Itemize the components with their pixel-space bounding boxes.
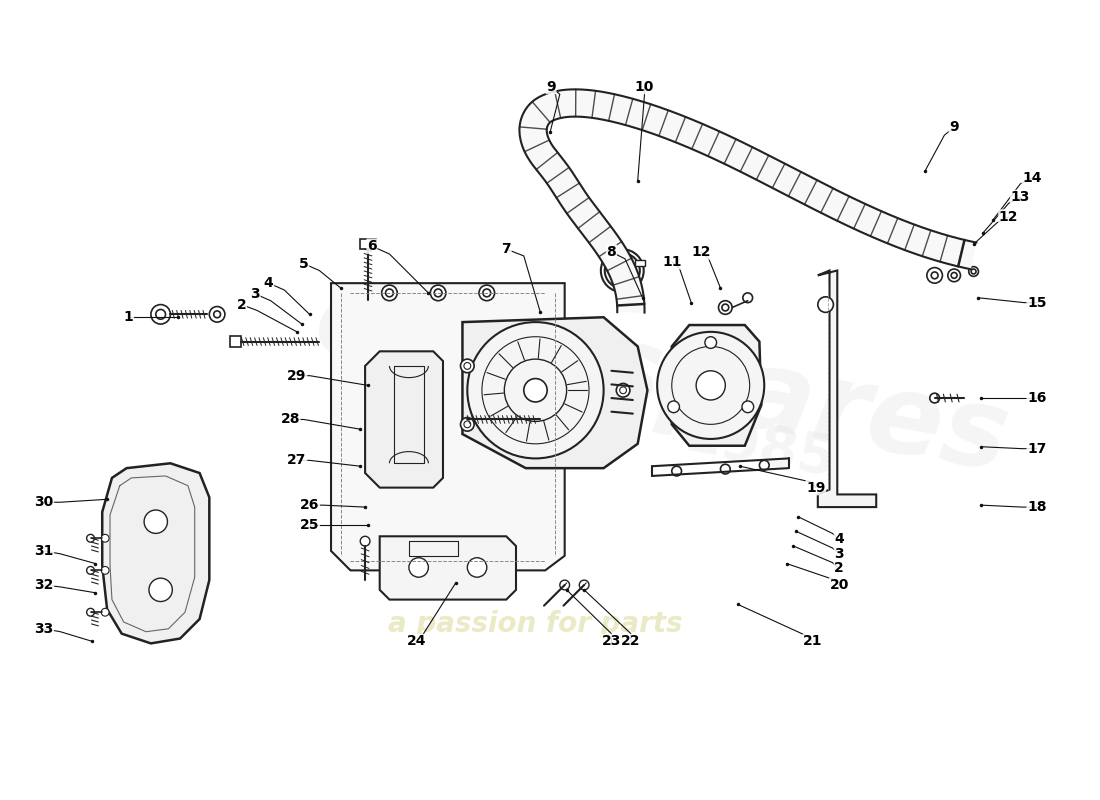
Circle shape	[927, 267, 943, 283]
Circle shape	[87, 566, 95, 574]
Circle shape	[382, 285, 397, 301]
Text: 20: 20	[829, 578, 849, 592]
Circle shape	[524, 378, 547, 402]
Text: 25: 25	[300, 518, 319, 532]
Circle shape	[468, 322, 604, 458]
Circle shape	[101, 534, 109, 542]
Text: a passion for parts: a passion for parts	[388, 610, 683, 638]
Text: 2: 2	[236, 298, 246, 311]
Text: 4: 4	[264, 276, 274, 290]
Text: 3: 3	[251, 287, 260, 301]
Polygon shape	[230, 336, 241, 347]
Text: 9: 9	[949, 120, 959, 134]
Circle shape	[461, 359, 474, 373]
Circle shape	[817, 297, 834, 312]
Circle shape	[468, 558, 487, 577]
Text: 15: 15	[1027, 296, 1046, 310]
Polygon shape	[458, 414, 468, 424]
Circle shape	[101, 608, 109, 616]
Text: 11: 11	[662, 254, 682, 269]
Text: 17: 17	[1027, 442, 1046, 456]
Circle shape	[209, 306, 224, 322]
Circle shape	[148, 578, 173, 602]
Text: 29: 29	[287, 369, 307, 382]
Text: 21: 21	[803, 634, 823, 649]
Circle shape	[430, 285, 446, 301]
Polygon shape	[379, 536, 516, 599]
Text: 26: 26	[300, 498, 319, 512]
Polygon shape	[672, 325, 761, 446]
Text: 10: 10	[635, 79, 654, 94]
Text: 23: 23	[602, 634, 621, 649]
Circle shape	[657, 332, 764, 439]
Text: eurospares: eurospares	[307, 267, 1018, 494]
Circle shape	[668, 401, 680, 413]
Text: 1985: 1985	[679, 409, 840, 489]
Polygon shape	[635, 260, 645, 266]
Circle shape	[742, 293, 752, 302]
Circle shape	[705, 337, 716, 348]
Circle shape	[461, 418, 474, 431]
Circle shape	[87, 534, 95, 542]
Text: 8: 8	[606, 245, 616, 259]
Text: 18: 18	[1027, 500, 1046, 514]
Text: 28: 28	[280, 413, 300, 426]
Text: 24: 24	[407, 634, 427, 649]
Text: 30: 30	[34, 495, 54, 510]
Text: 4: 4	[835, 532, 844, 546]
Circle shape	[580, 580, 588, 590]
Circle shape	[672, 466, 682, 476]
Circle shape	[696, 370, 725, 400]
Circle shape	[616, 383, 630, 397]
Polygon shape	[519, 90, 977, 313]
Text: 31: 31	[34, 544, 54, 558]
Text: 2: 2	[835, 562, 844, 575]
Text: 9: 9	[547, 79, 556, 94]
Text: 27: 27	[287, 454, 307, 467]
Text: 3: 3	[835, 547, 844, 561]
Circle shape	[101, 566, 109, 574]
Text: 7: 7	[502, 242, 512, 256]
Text: 14: 14	[1022, 171, 1042, 185]
Polygon shape	[365, 351, 443, 488]
Circle shape	[969, 266, 979, 276]
Circle shape	[560, 580, 570, 590]
Text: 33: 33	[34, 622, 54, 636]
Text: 5: 5	[299, 257, 309, 270]
Text: 19: 19	[806, 481, 826, 494]
Circle shape	[144, 510, 167, 534]
Text: 1: 1	[123, 310, 133, 324]
Polygon shape	[462, 318, 648, 468]
Text: 16: 16	[1027, 391, 1046, 405]
Polygon shape	[817, 270, 877, 507]
Text: 32: 32	[34, 578, 54, 592]
Circle shape	[930, 393, 939, 403]
Text: 6: 6	[367, 239, 376, 253]
Circle shape	[948, 269, 960, 282]
Text: 12: 12	[691, 245, 711, 259]
Text: 13: 13	[1011, 190, 1030, 205]
Circle shape	[759, 460, 769, 470]
Circle shape	[151, 305, 170, 324]
Circle shape	[87, 608, 95, 616]
Polygon shape	[331, 283, 564, 570]
Circle shape	[605, 253, 640, 288]
Text: 12: 12	[999, 210, 1019, 224]
Circle shape	[720, 464, 730, 474]
Text: 22: 22	[621, 634, 640, 649]
Circle shape	[360, 536, 370, 546]
Circle shape	[409, 558, 428, 577]
Circle shape	[742, 401, 754, 413]
Polygon shape	[360, 239, 376, 249]
Circle shape	[718, 301, 733, 314]
Circle shape	[478, 285, 495, 301]
Polygon shape	[102, 463, 209, 643]
